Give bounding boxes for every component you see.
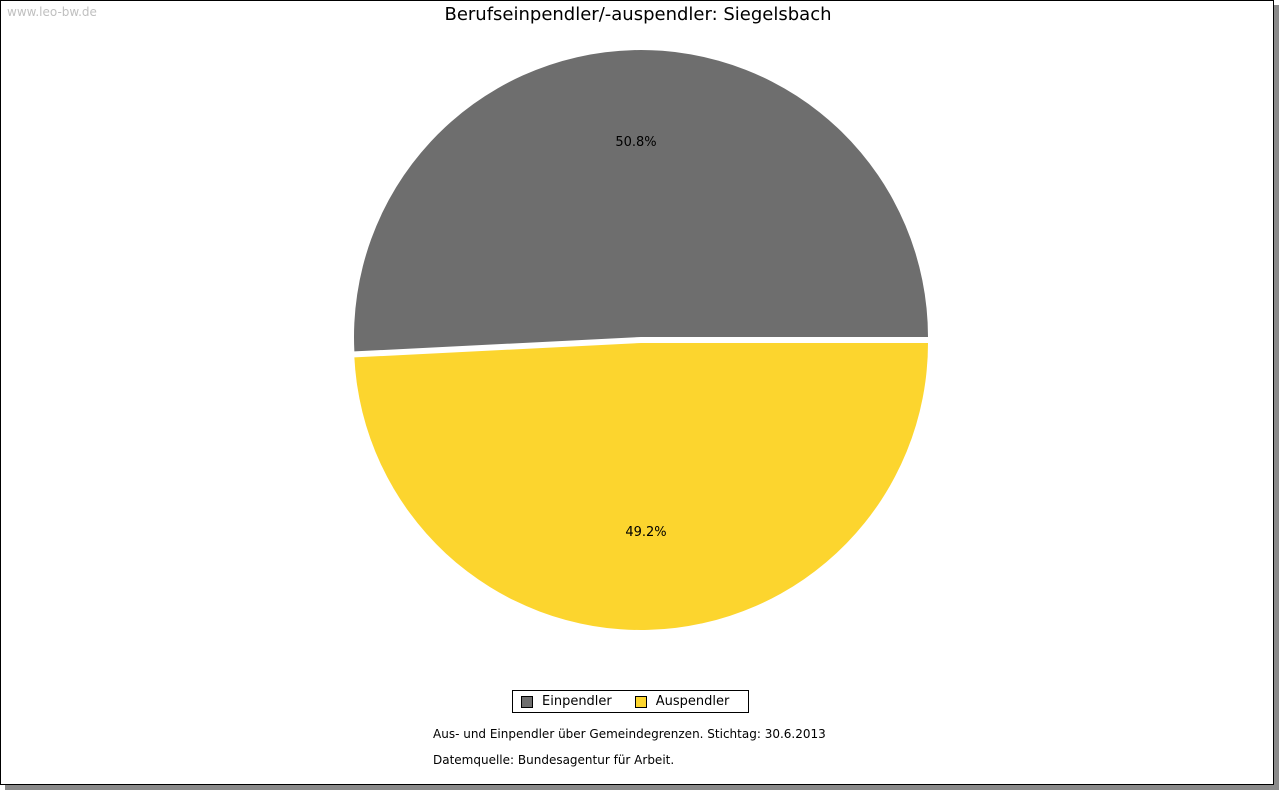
slice-label-einpendler: 50.8% [615, 135, 656, 150]
pie-slice-auspendler [354, 343, 928, 630]
footnote-reference-date: Aus- und Einpendler über Gemeindegrenzen… [433, 727, 826, 741]
chart-title: Berufseinpendler/-auspendler: Siegelsbac… [444, 4, 832, 25]
legend-swatch [634, 695, 647, 708]
legend-swatch [521, 695, 533, 708]
watermark: www.leo-bw.de [7, 5, 97, 19]
legend-label: Auspendler [655, 694, 730, 709]
legend-item-einpendler: Einpendler [521, 694, 612, 709]
footnote-data-source: Datemquelle: Bundesagentur für Arbeit. [433, 753, 675, 767]
pie-slice-einpendler [353, 49, 928, 352]
slice-label-auspendler: 49.2% [625, 525, 666, 540]
legend: Einpendler Auspendler [512, 690, 749, 713]
legend-label: Einpendler [542, 694, 612, 709]
legend-item-auspendler: Auspendler [634, 694, 730, 709]
